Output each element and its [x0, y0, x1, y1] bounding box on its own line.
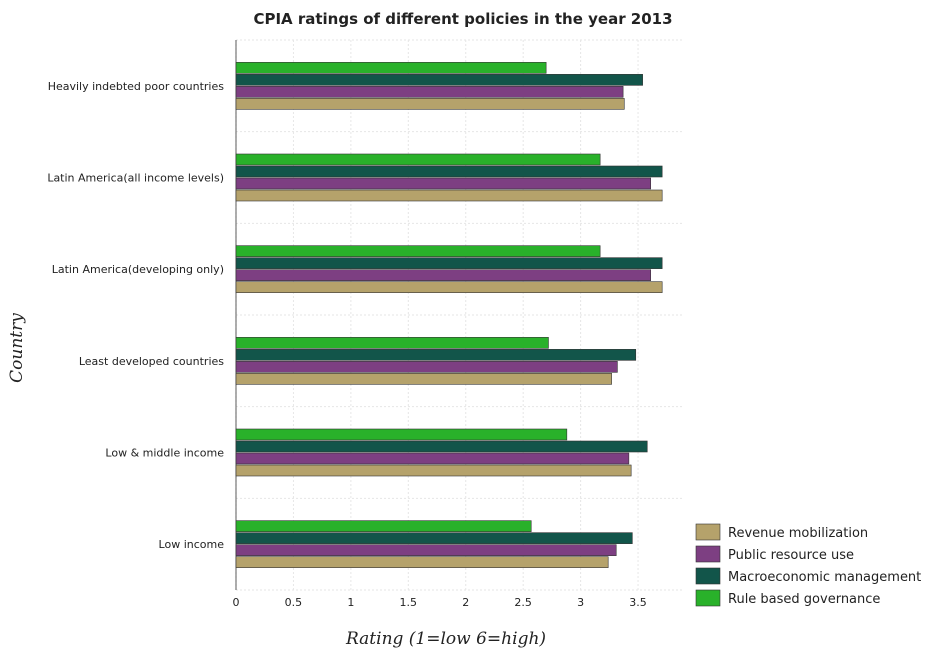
bar-rule-based-governance — [235, 245, 601, 257]
bar-public-resource-use — [235, 269, 651, 281]
chart-title: CPIA ratings of different policies in th… — [253, 10, 672, 28]
x-tick-label: 1.5 — [400, 596, 418, 609]
bar-macroeconomic-management — [235, 74, 643, 86]
legend: Revenue mobilization Public resource use M… — [695, 523, 921, 607]
y-tick-label: Heavily indebted poor countries — [48, 80, 225, 93]
y-tick-label: Low income — [159, 538, 225, 551]
x-tick-label: 2.5 — [514, 596, 532, 609]
legend-swatch — [695, 545, 721, 563]
bar-revenue-mobilization — [235, 189, 663, 202]
y-axis-label: Country — [7, 313, 27, 383]
x-tick-label: 0.5 — [285, 596, 303, 609]
bar-revenue-mobilization — [235, 281, 663, 293]
bar-public-resource-use — [235, 361, 618, 373]
y-tick-label: Latin America(all income levels) — [47, 172, 224, 185]
bar-public-resource-use — [235, 452, 630, 465]
bar-rule-based-governance — [235, 428, 568, 441]
bar-revenue-mobilization — [235, 464, 632, 477]
bar-macroeconomic-management — [235, 349, 637, 361]
legend-label: Revenue mobilization — [728, 526, 868, 541]
bar-rule-based-governance — [235, 520, 532, 532]
x-tick-label: 3 — [577, 596, 584, 609]
bar-rule-based-governance — [235, 62, 547, 74]
bar-macroeconomic-management — [235, 532, 633, 544]
grid-lines — [235, 39, 684, 591]
y-tick-label: Low & middle income — [105, 447, 224, 460]
bar-public-resource-use — [235, 544, 617, 556]
x-tick-label: 0 — [233, 596, 240, 609]
y-tick-label: Latin America(developing only) — [52, 263, 224, 276]
bar-public-resource-use — [235, 177, 651, 190]
bar-macroeconomic-management — [235, 165, 663, 178]
bar-rule-based-governance — [235, 337, 549, 349]
legend-label: Macroeconomic management — [728, 570, 921, 585]
y-tick-labels: Heavily indebted poor countries Latin Ame… — [47, 80, 224, 551]
legend-swatch — [695, 523, 721, 541]
bars — [235, 62, 663, 568]
legend-swatch — [695, 567, 721, 585]
x-tick-label: 2 — [462, 596, 469, 609]
bar-revenue-mobilization — [235, 373, 612, 385]
x-tick-labels: 0 0.5 1 1.5 2 2.5 3 3.5 — [233, 596, 647, 609]
legend-label: Public resource use — [728, 548, 854, 563]
x-tick-label: 3.5 — [629, 596, 647, 609]
bar-macroeconomic-management — [235, 440, 648, 453]
x-tick-label: 1 — [347, 596, 354, 609]
bar-revenue-mobilization — [235, 556, 609, 568]
legend-label: Rule based governance — [728, 592, 880, 607]
bar-public-resource-use — [235, 86, 624, 98]
y-tick-label: Least developed countries — [79, 355, 224, 368]
x-axis-label: Rating (1=low 6=high) — [345, 629, 546, 649]
bar-rule-based-governance — [235, 153, 601, 166]
legend-swatch — [695, 589, 721, 607]
bar-macroeconomic-management — [235, 257, 663, 269]
bar-revenue-mobilization — [235, 98, 625, 110]
